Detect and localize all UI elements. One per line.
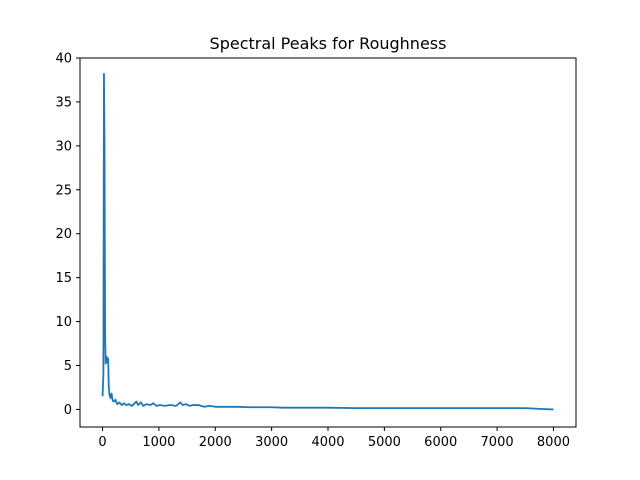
chart-title: Spectral Peaks for Roughness xyxy=(210,34,447,53)
x-tick-label: 5000 xyxy=(368,435,401,450)
y-tick-label: 40 xyxy=(55,52,72,67)
y-tick-label: 15 xyxy=(55,271,72,286)
x-tick-label: 2000 xyxy=(199,435,232,450)
x-tick-label: 6000 xyxy=(424,435,457,450)
y-tick-label: 5 xyxy=(64,359,72,374)
x-tick-label: 8000 xyxy=(537,435,570,450)
plot-area xyxy=(79,57,577,428)
x-axis: 0 1000 2000 3000 4000 5000 6000 7000 8000 xyxy=(98,427,570,450)
x-tick-label: 0 xyxy=(98,435,106,450)
y-tick-label: 10 xyxy=(55,315,72,330)
series-line xyxy=(101,72,554,411)
y-tick-label: 20 xyxy=(55,227,72,242)
x-tick-label: 7000 xyxy=(481,435,514,450)
y-tick-label: 30 xyxy=(55,139,72,154)
x-tick-label: 1000 xyxy=(142,435,175,450)
y-tick-label: 0 xyxy=(64,403,72,418)
x-tick-label: 4000 xyxy=(311,435,344,450)
x-tick-label: 3000 xyxy=(255,435,288,450)
y-tick-label: 35 xyxy=(55,95,72,110)
y-tick-label: 25 xyxy=(55,183,72,198)
y-axis: 0 5 10 15 20 25 30 35 40 xyxy=(55,52,80,418)
